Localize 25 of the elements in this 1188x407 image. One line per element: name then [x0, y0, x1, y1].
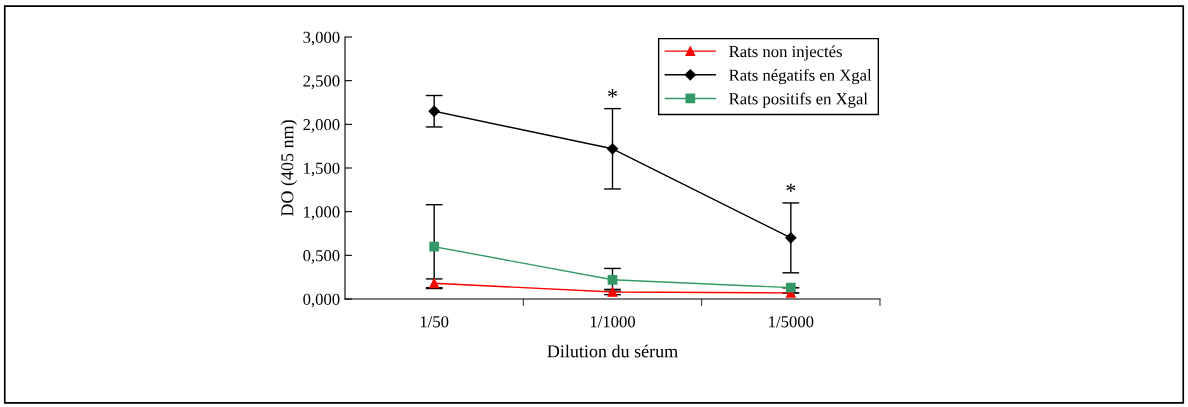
point: [607, 287, 618, 297]
x-tick-label: 1/1000: [590, 316, 636, 328]
y-tick-label: 2,000: [303, 119, 340, 133]
point: [606, 143, 619, 155]
y-tick-label: 0,500: [303, 250, 340, 264]
y-tick-label: 3,000: [303, 31, 340, 46]
legend-label: Rats non injectés: [729, 45, 842, 61]
point: [785, 282, 796, 293]
legend-label: Rats négatifs en Xgal: [729, 68, 872, 85]
point: [607, 274, 618, 285]
y-tick-label: 0,000: [303, 293, 340, 308]
point: [429, 278, 440, 289]
x-axis-title: Dilution du sérum: [547, 344, 678, 358]
y-tick-label: 1,500: [304, 162, 340, 177]
point: [428, 105, 440, 117]
point: [785, 232, 797, 244]
legend-label: Rats positifs en Xgal: [729, 92, 868, 108]
y-tick-label: 2,500: [303, 75, 340, 90]
y-axis-title: DO (405 nm): [280, 120, 298, 217]
annotation: *: [608, 89, 617, 98]
y-tick-label: 1,000: [304, 206, 340, 221]
point: [429, 241, 440, 252]
x-tick-label: 1/5000: [769, 316, 814, 328]
annotation: *: [786, 183, 796, 192]
x-tick-label: 1/50: [420, 316, 449, 328]
